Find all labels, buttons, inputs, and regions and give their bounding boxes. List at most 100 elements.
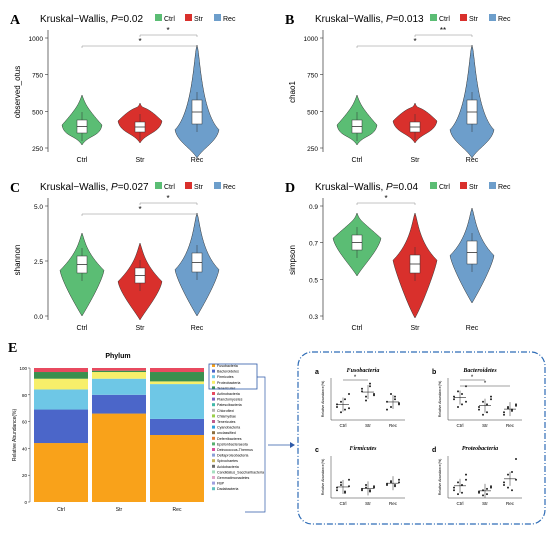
y-axis-label: chao1 bbox=[288, 81, 297, 103]
legend-label: Gemmatimonadetes bbox=[217, 476, 250, 480]
stat-test: Kruskal−Wallis, bbox=[315, 182, 386, 193]
data-point bbox=[515, 404, 517, 407]
data-point bbox=[461, 484, 463, 486]
stat-label: Kruskal−Wallis, P=0.02 bbox=[40, 14, 143, 25]
bar-firmicutes bbox=[150, 384, 204, 419]
legend-swatch bbox=[212, 397, 215, 401]
stat-label: Kruskal−Wallis, P=0.013 bbox=[315, 14, 424, 25]
sig-mark: * bbox=[166, 26, 169, 35]
stat-p: P bbox=[111, 14, 118, 25]
legend-label: Chloroflexi bbox=[217, 409, 234, 413]
stat-p: P bbox=[386, 14, 393, 25]
legend-swatch bbox=[212, 431, 215, 435]
sub-panel-a: a Fusobacteria Relative Abundance(%) Ctrl St… bbox=[315, 368, 405, 428]
data-point bbox=[511, 471, 513, 473]
y-tick-label: 40 bbox=[22, 446, 28, 451]
data-point bbox=[336, 489, 338, 492]
bar-bacteroidetes bbox=[34, 409, 88, 444]
sig-mark: * bbox=[484, 381, 487, 387]
data-point bbox=[457, 481, 459, 484]
data-point bbox=[365, 484, 367, 486]
data-point bbox=[369, 489, 371, 492]
legend-label: Tenericutes bbox=[217, 420, 236, 424]
legend-swatch bbox=[185, 14, 192, 21]
y-tick-label: 2.5 bbox=[34, 259, 43, 266]
bar-tenericutes bbox=[150, 372, 204, 382]
y-tick-label: 750 bbox=[32, 73, 43, 80]
data-point bbox=[344, 408, 346, 411]
bar-fusobacteria bbox=[150, 435, 204, 502]
legend-label: Planctomycetes bbox=[217, 398, 243, 402]
legend-label: Tenericutes bbox=[217, 386, 236, 390]
data-point bbox=[465, 473, 467, 476]
stat-label: Kruskal−Wallis, P=0.027 bbox=[40, 182, 149, 193]
stat-pvalue: =0.04 bbox=[393, 182, 419, 193]
sub-title: Bacteroidetes bbox=[462, 368, 497, 374]
legend-swatch bbox=[212, 442, 215, 446]
stat-pvalue: =0.013 bbox=[393, 14, 424, 25]
data-point bbox=[461, 491, 463, 494]
legend-label: Str bbox=[194, 184, 204, 191]
data-point bbox=[453, 489, 455, 492]
sig-mark: * bbox=[471, 375, 474, 381]
y-tick-label: 1000 bbox=[29, 36, 44, 43]
sig-bracket bbox=[139, 34, 198, 37]
legend-label: Bacteroidetes bbox=[217, 370, 239, 374]
data-point bbox=[453, 398, 455, 401]
y-axis-label: Relative Abundance(%) bbox=[438, 459, 442, 496]
legend-swatch bbox=[489, 182, 496, 189]
legend-swatch bbox=[212, 414, 215, 418]
legend-swatch bbox=[212, 464, 215, 468]
legend-label: Str bbox=[469, 16, 479, 23]
x-tick-label: Ctrl bbox=[340, 501, 347, 506]
sig-bracket bbox=[81, 213, 198, 216]
data-point bbox=[453, 395, 455, 398]
y-tick-label: 250 bbox=[32, 146, 43, 153]
stat-test: Kruskal−Wallis, bbox=[315, 14, 386, 25]
sub-panel-c: c Firmicutes Relative Abundance(%) Ctrl Str R… bbox=[315, 446, 405, 506]
stat-test: Kruskal−Wallis, bbox=[40, 182, 111, 193]
legend-swatch bbox=[460, 14, 467, 21]
y-tick-label: 250 bbox=[307, 146, 318, 153]
legend-swatch bbox=[212, 369, 215, 373]
sig-mark: ** bbox=[440, 26, 446, 35]
bar-proteobacteria bbox=[34, 378, 88, 390]
data-point bbox=[340, 411, 342, 414]
legend-label: Firmicutes bbox=[217, 375, 234, 379]
data-point bbox=[398, 481, 400, 484]
highlight-box bbox=[208, 363, 258, 390]
sig-mark: * bbox=[413, 37, 416, 46]
chart-title: Phylum bbox=[105, 353, 130, 360]
data-point bbox=[398, 478, 400, 481]
legend-swatch bbox=[489, 14, 496, 21]
stat-pvalue: =0.027 bbox=[118, 182, 149, 193]
legend-label: FBP bbox=[217, 482, 225, 486]
legend-label: Str bbox=[469, 184, 479, 191]
data-point bbox=[340, 400, 342, 403]
sub-letter: d bbox=[432, 447, 436, 454]
data-point bbox=[457, 390, 459, 393]
legend-swatch bbox=[212, 448, 215, 451]
data-point bbox=[340, 481, 342, 484]
data-point bbox=[365, 395, 367, 398]
legend-label: Fusobacteria bbox=[217, 364, 238, 368]
sub-title: Fusobacteria bbox=[347, 368, 380, 374]
sig-mark: * bbox=[138, 205, 141, 214]
data-point bbox=[482, 413, 484, 416]
legend-label: Acidobacteria bbox=[217, 465, 239, 469]
bar-fusobacteria bbox=[92, 413, 146, 502]
y-axis-label: Relative Abundance(%) bbox=[321, 381, 325, 418]
x-tick-label: Ctrl bbox=[340, 423, 347, 428]
panel-letter: E bbox=[8, 341, 17, 356]
legend-swatch bbox=[214, 14, 221, 21]
arrow-head bbox=[290, 442, 295, 448]
legend-swatch bbox=[430, 14, 437, 21]
y-tick-label: 20 bbox=[22, 473, 28, 478]
y-tick-label: 5.0 bbox=[34, 204, 43, 211]
y-tick-label: 500 bbox=[307, 109, 318, 116]
y-tick-label: 0.7 bbox=[309, 241, 318, 248]
legend-label: Ctrl bbox=[439, 184, 450, 191]
x-tick-label: Ctrl bbox=[457, 501, 464, 506]
sig-bracket bbox=[414, 34, 473, 37]
stat-test: Kruskal−Wallis, bbox=[40, 14, 111, 25]
